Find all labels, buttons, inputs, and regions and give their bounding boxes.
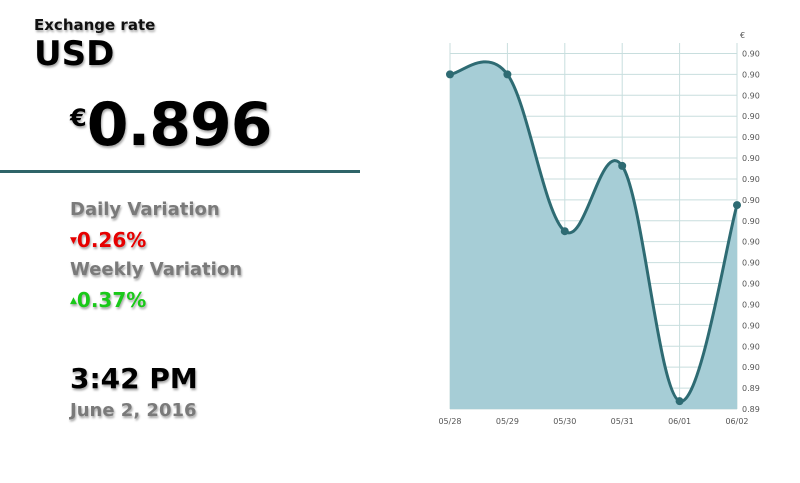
y-tick-label: 0.90 <box>742 91 760 100</box>
y-tick-label: 0.90 <box>742 259 760 268</box>
x-tick-label: 05/28 <box>438 417 461 426</box>
y-tick-label: 0.90 <box>742 70 760 79</box>
y-tick-label: 0.90 <box>742 363 760 372</box>
series-line <box>449 60 739 403</box>
data-point-05-31 <box>618 161 627 170</box>
data-point-05-28 <box>446 70 454 79</box>
exchange-rate-value: €0.896 <box>70 90 272 160</box>
y-tick-label: 0.90 <box>742 175 760 184</box>
daily-variation-label: Daily Variation <box>70 199 220 220</box>
weekly-variation-value: ▲0.37% <box>70 288 146 312</box>
y-tick-label: 0.90 <box>742 217 760 226</box>
y-tick-label: 0.90 <box>742 112 760 121</box>
arrow-up-icon: ▲ <box>70 295 77 306</box>
y-tick-label: 0.90 <box>742 300 760 309</box>
y-unit-label: € <box>740 31 745 40</box>
data-points <box>446 70 741 406</box>
x-tick-label: 05/30 <box>553 417 576 426</box>
y-tick-label: 0.90 <box>742 321 760 330</box>
x-tick-label: 06/02 <box>725 417 748 426</box>
arrow-down-icon: ▼ <box>70 235 77 246</box>
y-tick-label: 0.90 <box>742 196 760 205</box>
y-axis-labels: 0.89 0.89 0.90 0.90 0.90 0.90 0.90 0.90 0.90 0.90… <box>740 31 760 414</box>
x-tick-label: 06/01 <box>668 417 691 426</box>
exchange-rate-label: Exchange rate <box>34 16 156 34</box>
y-tick-label: 0.89 <box>742 384 760 393</box>
rate-number: 0.896 <box>86 90 273 160</box>
y-tick-label: 0.90 <box>742 238 760 247</box>
y-tick-label: 0.90 <box>742 133 760 142</box>
y-tick-label: 0.90 <box>742 342 760 351</box>
x-tick-label: 05/31 <box>611 417 634 426</box>
current-time: 3:42 PM <box>70 362 198 395</box>
daily-variation-value: ▼0.26% <box>70 228 146 252</box>
x-tick-label: 05/29 <box>496 417 519 426</box>
y-tick-label: 0.90 <box>742 49 760 58</box>
data-point-05-29 <box>503 70 512 79</box>
area-fill <box>450 61 737 409</box>
euro-symbol: € <box>70 104 87 132</box>
data-point-06-02 <box>733 201 741 210</box>
y-tick-label: 0.89 <box>742 405 760 414</box>
currency-code: USD <box>34 34 115 74</box>
weekly-variation-label: Weekly Variation <box>70 259 243 280</box>
y-tick-label: 0.90 <box>742 280 760 289</box>
data-point-05-30 <box>560 227 569 236</box>
weekly-variation-number: 0.37% <box>76 288 147 312</box>
x-axis-labels: 05/28 05/29 05/30 05/31 06/01 06/02 <box>438 417 748 426</box>
y-tick-label: 0.90 <box>742 154 760 163</box>
current-date: June 2, 2016 <box>70 400 197 421</box>
divider <box>0 170 360 173</box>
daily-variation-number: 0.26% <box>76 228 147 252</box>
data-point-06-01 <box>675 397 684 406</box>
